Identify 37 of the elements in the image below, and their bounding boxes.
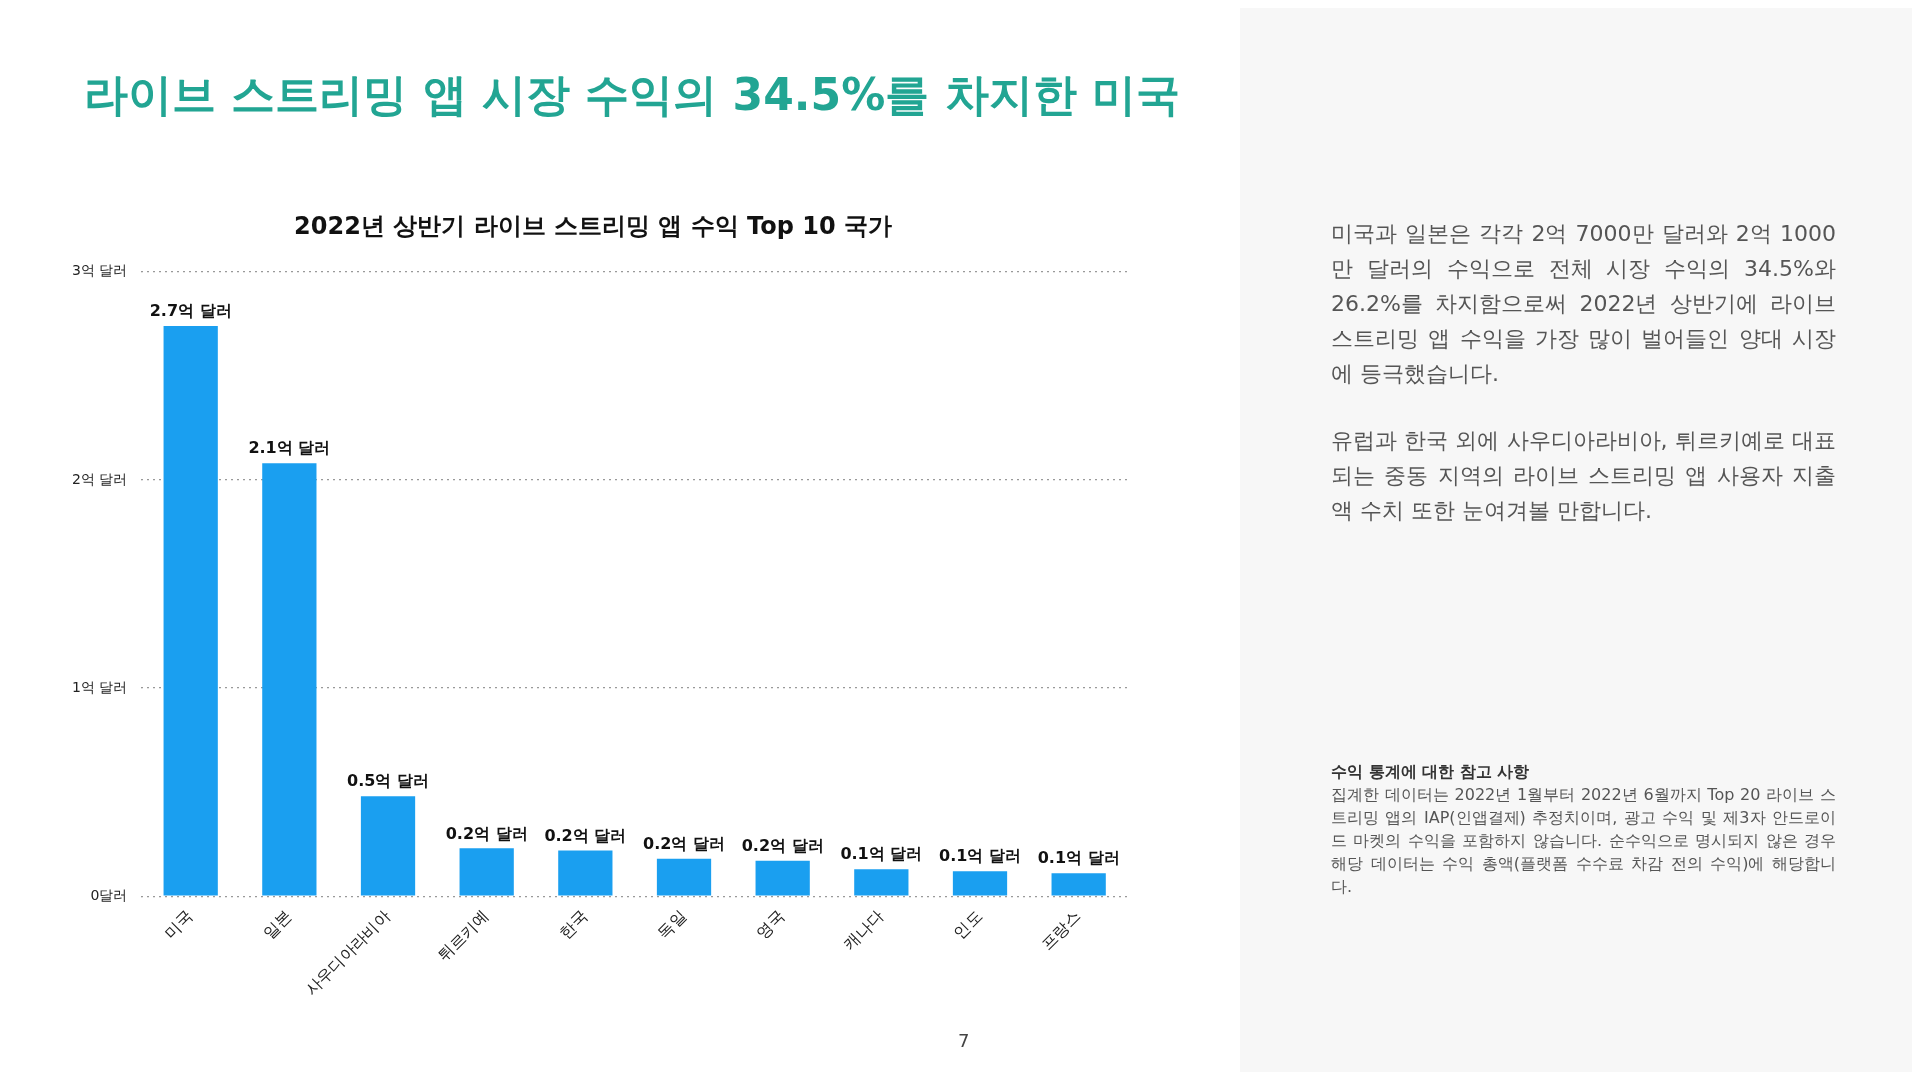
bar: [163, 325, 218, 896]
data-label: 0.2억 달러: [445, 823, 528, 843]
data-label: 0.2억 달러: [643, 833, 725, 853]
x-tick-label: 영국: [752, 906, 789, 943]
bar: [755, 860, 810, 896]
bar: [262, 463, 317, 896]
bar: [854, 869, 909, 896]
x-tick-label: 인도: [949, 906, 986, 943]
bar: [459, 848, 514, 896]
text: 7: [958, 1030, 970, 1051]
chart-title: 2022년 상반기 라이브 스트리밍 앱 수익 Top 10 국가: [294, 211, 892, 240]
text: 집계한 데이터는 2022년 1월부터 2022년 6월까지 Top 20 라이브 스트리밍 앱의 IAP(인앱결제) 추정치이며, 광고 수익 및 제3자 안드로이드 마켓의 수익을 포함하지 않습니다. 순수익으로 명시되지 않은 경우 해당 데이터는 수익 총액(플랫폼 수수료 차감 전의 수익)에 해당합니다.: [1331, 784, 1836, 898]
x-tick-label: 미국: [160, 906, 197, 943]
text: 미국과 일본은 각각 2억 7000만 달러와 2억 1000만 달러의 수익으로 전체 시장 수익의 34.5%와 26.2%를 차지함으로써 2022년 상반기에 라이브 스트리밍 앱 수익을 가장 많이 벌어들인 양대 시장에 등극했습니다.: [1331, 220, 1836, 388]
data-label: 0.1억 달러: [840, 844, 923, 864]
data-label: 0.2억 달러: [544, 825, 627, 845]
bar: [952, 871, 1008, 896]
x-tick-label: 한국: [555, 906, 592, 943]
data-label: 0.2억 달러: [741, 836, 824, 855]
bar: [1051, 873, 1106, 896]
data-label: 2.1억 달러: [248, 438, 331, 458]
y-tick-label: 3억 달러: [72, 262, 128, 279]
bar: [558, 850, 613, 896]
text: 라이브 스트리밍 앱 시장 수익의 34.5%를 차지한 미국: [84, 68, 1180, 122]
text: 수익 통계에 대한 참고 사항: [1331, 761, 1531, 783]
x-tick-label: 일본: [259, 906, 296, 943]
data-label: 0.5억 달러: [347, 771, 429, 791]
y-tick-label: 2억 달러: [72, 470, 128, 487]
text: 유럽과 한국 외에 사우디아라비아, 튀르키예로 대표되는 중동 지역의 라이브 스트리밍 앱 사용자 지출액 수치 또한 눈여겨볼 만합니다.: [1331, 427, 1836, 525]
y-tick-label: 1억 달러: [72, 678, 128, 695]
bar: [656, 858, 712, 896]
data-label: 2.7억 달러: [149, 301, 232, 321]
data-label: 0.1억 달러: [939, 846, 1021, 866]
bar: [360, 796, 416, 896]
x-tick-label: 독일: [653, 906, 690, 943]
y-tick-label: 0달러: [90, 886, 128, 903]
data-label: 0.1억 달러: [1037, 848, 1120, 868]
